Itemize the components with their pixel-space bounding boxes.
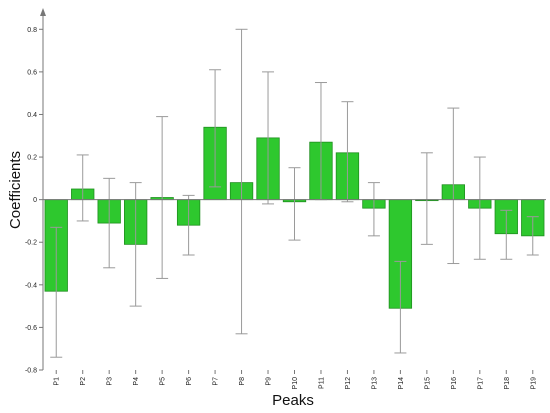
x-tick-label: P12 (345, 377, 352, 390)
x-tick-label: P1 (54, 377, 61, 386)
y-tick-label: -0.6 (25, 325, 37, 332)
x-tick-label: P3 (107, 377, 114, 386)
x-tick-label: P17 (477, 377, 484, 390)
y-axis-title: Coefficients (7, 151, 24, 229)
y-tick-label: 0.2 (27, 155, 37, 162)
x-tick-label: P13 (371, 377, 378, 390)
x-tick-label: P4 (133, 377, 140, 386)
x-tick-label: P9 (266, 377, 273, 386)
y-axis: -0.8 -0.6 -0.4 -0.2 0 0.2 0.4 0.6 0.8 (25, 8, 46, 375)
x-tick-label: P19 (530, 377, 537, 390)
x-tick-label: P6 (186, 377, 193, 386)
y-tick-label: -0.4 (25, 282, 37, 289)
y-tick-label: -0.2 (25, 240, 37, 247)
y-tick-label: 0.8 (27, 27, 37, 34)
x-tick-label: P14 (398, 377, 405, 390)
x-axis: P1 P2 P3 P4 P5 P6 P7 P8 P9 P10 P11 P12 P13 P14 P15 P16 P… (43, 199, 546, 390)
y-axis-arrow (40, 8, 46, 16)
y-tick-label: 0.4 (27, 112, 37, 119)
x-tick-label: P16 (451, 377, 458, 390)
x-tick-label: P18 (504, 377, 511, 390)
x-tick-label: P8 (239, 377, 246, 386)
x-tick-label: P2 (80, 377, 87, 386)
y-tick-label: 0.6 (27, 69, 37, 76)
error-bars (50, 28, 539, 358)
x-axis-title: Peaks (272, 392, 314, 409)
y-tick-label: 0 (33, 197, 37, 204)
x-tick-label: P5 (160, 377, 167, 386)
x-tick-label: P7 (213, 377, 220, 386)
y-tick-label: -0.8 (25, 368, 37, 375)
x-tick-label: P10 (292, 377, 299, 390)
x-tick-label: P11 (318, 377, 325, 389)
x-tick-label: P15 (424, 377, 431, 390)
